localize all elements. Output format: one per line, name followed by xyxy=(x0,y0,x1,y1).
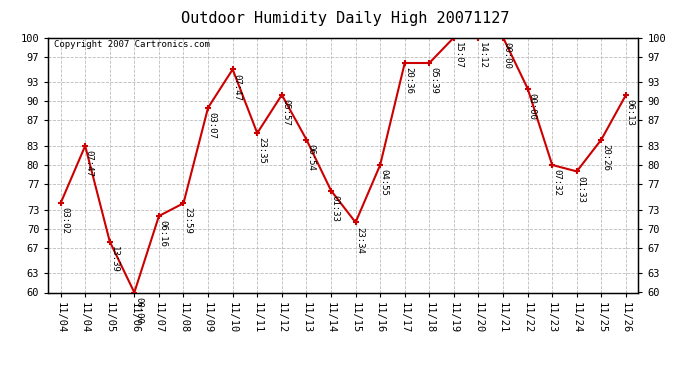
Text: 07:47: 07:47 xyxy=(233,74,241,100)
Text: 04:55: 04:55 xyxy=(380,169,388,196)
Text: 20:36: 20:36 xyxy=(404,67,413,94)
Text: 23:35: 23:35 xyxy=(257,137,266,164)
Text: Copyright 2007 Cartronics.com: Copyright 2007 Cartronics.com xyxy=(55,40,210,49)
Text: Outdoor Humidity Daily High 20071127: Outdoor Humidity Daily High 20071127 xyxy=(181,11,509,26)
Text: 20:26: 20:26 xyxy=(601,144,610,171)
Text: 00:00: 00:00 xyxy=(527,93,536,120)
Text: 00:00: 00:00 xyxy=(134,297,143,324)
Text: 00:00: 00:00 xyxy=(503,42,512,69)
Text: 07:47: 07:47 xyxy=(85,150,94,177)
Text: 03:07: 03:07 xyxy=(208,112,217,139)
Text: 15:07: 15:07 xyxy=(453,42,462,69)
Text: 23:34: 23:34 xyxy=(355,226,364,254)
Text: 14:12: 14:12 xyxy=(478,42,487,69)
Text: 03:02: 03:02 xyxy=(60,207,69,234)
Text: 01:33: 01:33 xyxy=(331,195,339,222)
Text: 07:32: 07:32 xyxy=(552,169,561,196)
Text: 05:39: 05:39 xyxy=(429,67,438,94)
Text: 01:33: 01:33 xyxy=(576,176,585,202)
Text: 23:59: 23:59 xyxy=(183,207,192,234)
Text: 06:54: 06:54 xyxy=(306,144,315,171)
Text: 06:16: 06:16 xyxy=(159,220,168,247)
Text: 13:39: 13:39 xyxy=(110,246,119,273)
Text: 05:57: 05:57 xyxy=(282,99,290,126)
Text: 06:13: 06:13 xyxy=(626,99,635,126)
